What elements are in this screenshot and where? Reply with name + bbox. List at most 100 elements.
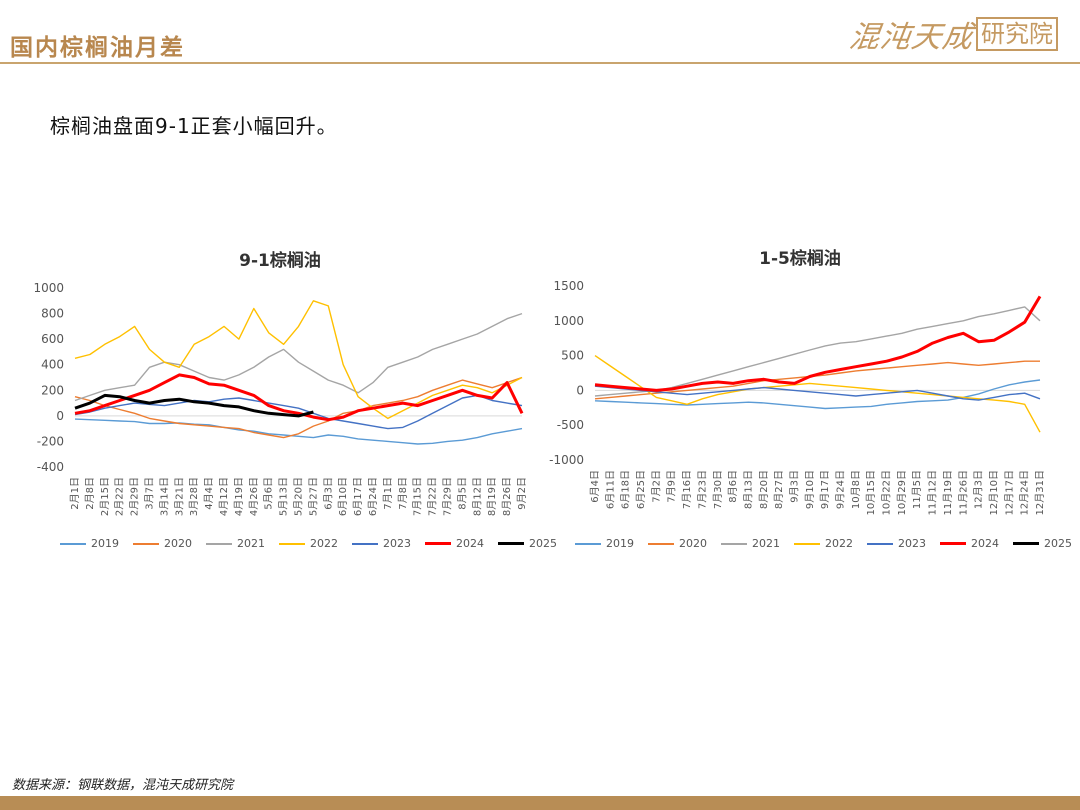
x-tick-label: 7月15日 [412,477,424,516]
legend-swatch [352,542,378,545]
legend-item-2020: 2020 [648,537,707,550]
legend-swatch [133,542,159,545]
x-tick-label: 5月20日 [293,477,305,516]
y-tick-label: 0 [56,409,64,423]
x-tick-label: 8月20日 [758,470,770,509]
legend-swatch [648,542,674,545]
x-tick-label: 4月26日 [248,477,260,516]
x-tick-label: 9月2日 [516,477,528,510]
legend-swatch [279,542,305,545]
x-tick-label: 7月22日 [427,477,439,516]
x-tick-label: 11月12日 [927,470,939,515]
x-tick-label: 9月24日 [835,470,847,509]
x-tick-label: 7月30日 [712,470,724,509]
legend-label: 2024 [456,537,484,550]
x-tick-label: 7月2日 [650,470,662,503]
x-tick-label: 8月26日 [501,477,513,516]
legend-item-2022: 2022 [794,537,853,550]
x-tick-label: 2月1日 [69,477,81,510]
x-tick-label: 9月10日 [804,470,816,509]
x-tick-label: 6月18日 [620,470,632,509]
legend-label: 2019 [91,537,119,550]
x-tick-label: 6月4日 [589,470,601,503]
x-tick-label: 10月22日 [881,470,893,515]
x-tick-label: 5月13日 [278,477,290,516]
logo-boxed-text: 研究院 [976,17,1058,51]
legend-item-2021: 2021 [721,537,780,550]
x-tick-label: 9月17日 [819,470,831,509]
brand-logo: 混沌天成 研究院 [847,14,1058,55]
y-tick-label: 500 [561,349,584,363]
legend-label: 2024 [971,537,999,550]
x-tick-label: 3月21日 [173,477,185,516]
y-tick-label: -1000 [549,453,584,467]
x-tick-label: 12月3日 [973,470,985,509]
y-tick-label: 600 [41,332,64,346]
series-line-2023 [594,385,1041,401]
legend-item-2023: 2023 [867,537,926,550]
series-line-2024 [594,295,1042,392]
x-tick-label: 6月25日 [635,470,647,509]
x-tick-label: 7月16日 [681,470,693,509]
legend-item-2021: 2021 [206,537,265,550]
x-tick-label: 6月24日 [367,477,379,516]
series-line-2022 [74,300,523,420]
x-tick-label: 6月11日 [604,470,616,509]
legend-9-1: 2019 2020 2021 2022 2023 2024 2025 [60,537,571,550]
x-tick-label: 7月23日 [696,470,708,509]
x-tick-label: 2月8日 [84,477,96,510]
x-tick-label: 8月5日 [456,477,468,510]
series-line-2021 [594,306,1041,397]
x-tick-label: 8月19日 [486,477,498,516]
x-tick-label: 12月31日 [1034,470,1046,515]
legend-item-2023: 2023 [352,537,411,550]
x-tick-label: 5月6日 [263,477,275,510]
y-tick-label: 800 [41,307,64,321]
x-tick-label: 11月5日 [911,470,923,509]
legend-item-2019: 2019 [575,537,634,550]
legend-1-5: 2019 2020 2021 2022 2023 2024 2025 [575,537,1080,550]
x-tick-label: 12月10日 [988,470,1000,515]
x-tick-label: 3月14日 [158,477,170,516]
x-tick-label: 12月17日 [1003,470,1015,515]
series-line-2019 [594,379,1041,410]
series-line-2022 [594,355,1041,433]
y-tick-label: -200 [37,434,64,448]
x-tick-label: 6月17日 [352,477,364,516]
x-tick-label: 10月15日 [865,470,877,515]
legend-item-2025: 2025 [1013,537,1072,550]
x-tick-label: 8月13日 [742,470,754,509]
y-tick-label: 0 [576,383,584,397]
y-tick-label: -500 [557,418,584,432]
header-divider [0,62,1080,64]
x-tick-label: 2月29日 [129,477,141,516]
x-tick-label: 8月27日 [773,470,785,509]
x-tick-label: 8月6日 [727,470,739,503]
legend-item-2024: 2024 [940,537,999,550]
x-tick-label: 9月3日 [788,470,800,503]
legend-swatch [940,542,966,545]
header-bar: 国内棕榈油月差 混沌天成 研究院 [0,0,1080,66]
series-line-2020 [74,376,523,439]
x-tick-label: 7月9日 [666,470,678,503]
legend-item-2020: 2020 [133,537,192,550]
x-tick-label: 5月27日 [307,477,319,516]
summary-text: 棕榈油盘面9-1正套小幅回升。 [50,114,338,138]
legend-label: 2025 [529,537,557,550]
footer-bar [0,796,1080,810]
x-tick-label: 7月1日 [382,477,394,510]
chart-1-5-palm-oil: 1500 1000 500 0 -500 -1000 6月4日 6月11日 6月18日 6月25日… [549,279,1046,515]
legend-label: 2022 [310,537,338,550]
legend-label: 2025 [1044,537,1072,550]
legend-swatch [575,542,601,545]
x-tick-label: 6月3日 [322,477,334,510]
x-tick-label: 4月12日 [218,477,230,516]
x-tick-label: 11月19日 [942,470,954,515]
legend-swatch [425,542,451,545]
legend-swatch [1013,542,1039,545]
chart-title-1-5: 1-5棕榈油 [759,249,841,269]
y-tick-label: 1000 [33,281,64,295]
legend-swatch [867,542,893,545]
series-line-2019 [74,418,523,445]
